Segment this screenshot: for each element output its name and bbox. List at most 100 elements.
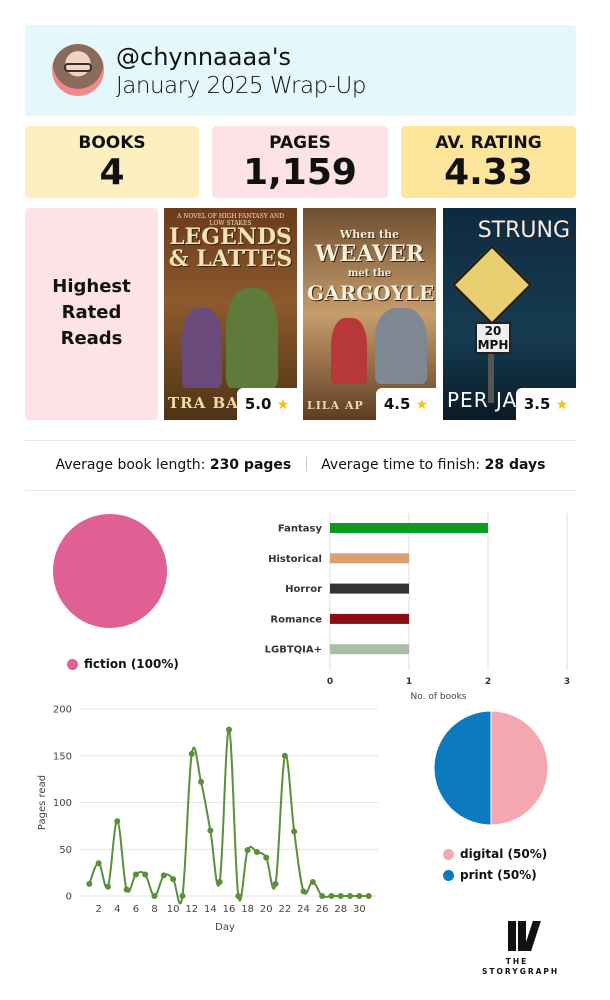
x-tick-label: 2 bbox=[485, 677, 491, 687]
pie-slice bbox=[53, 514, 167, 628]
x-axis-label: No. of books bbox=[411, 692, 467, 702]
book-rating-badge: 4.5 ★ bbox=[376, 388, 436, 420]
y-axis-label: Pages read bbox=[37, 775, 48, 830]
data-point bbox=[337, 893, 344, 899]
x-tick-label: 2 bbox=[95, 904, 101, 915]
data-point bbox=[179, 893, 186, 899]
highest-rated-line: Highest bbox=[52, 276, 131, 297]
cover-speed-sign: 20 MPH bbox=[475, 322, 511, 354]
genre-bar-chart: 0 1 2 3 No. of books Fantasy Historical Horror R… bbox=[265, 513, 570, 702]
book-cover-3[interactable]: STRUNG 20 MPH PER JACO 3.5 ★ bbox=[443, 208, 576, 420]
highest-rated-line: Rated bbox=[61, 302, 122, 323]
storygraph-logo-mark bbox=[482, 919, 552, 953]
data-point bbox=[300, 888, 307, 895]
fiction-pie-chart bbox=[53, 514, 167, 628]
book-cover-1-tagline: A NOVEL OF HIGH FANTASY AND LOW STAKES bbox=[176, 213, 285, 227]
data-point bbox=[356, 893, 363, 899]
data-point bbox=[253, 849, 260, 856]
logo-line: STORYGRAPH bbox=[482, 967, 560, 976]
data-point bbox=[132, 871, 139, 878]
bar bbox=[330, 553, 409, 564]
x-tick-label: 8 bbox=[151, 904, 157, 915]
book-cover-1[interactable]: A NOVEL OF HIGH FANTASY AND LOW STAKES L… bbox=[164, 208, 297, 420]
format-legend-digital: digital (50%) bbox=[443, 847, 547, 861]
x-tick-label: 12 bbox=[185, 904, 198, 915]
y-tick-label: 150 bbox=[53, 751, 72, 762]
x-tick-label: 30 bbox=[353, 904, 366, 915]
y-tick-label: Fantasy bbox=[278, 524, 323, 535]
book-cover-2[interactable]: When the WEAVER met the GARGOYLE LILA AP… bbox=[303, 208, 436, 420]
y-tick-label: Historical bbox=[268, 554, 322, 565]
data-point bbox=[160, 872, 167, 879]
data-point bbox=[226, 726, 232, 733]
x-tick-label: 24 bbox=[297, 904, 310, 915]
legend-label: digital (50%) bbox=[460, 847, 548, 861]
highest-rated-label: Highest Rated Reads bbox=[35, 274, 148, 352]
data-point bbox=[142, 871, 149, 878]
avatar-glasses bbox=[64, 63, 92, 72]
data-point bbox=[170, 876, 177, 883]
book-title-line: When the bbox=[339, 228, 400, 241]
cover-figure bbox=[331, 318, 367, 384]
averages-line: Average book length: 230 pages Average t… bbox=[25, 457, 576, 473]
data-point bbox=[235, 893, 242, 899]
storygraph-logo[interactable]: THE STORYGRAPH bbox=[482, 919, 560, 977]
x-tick-label: 6 bbox=[133, 904, 139, 915]
star-icon: ★ bbox=[415, 397, 429, 413]
stat-pages-value: 1,159 bbox=[243, 152, 357, 193]
book-title-line: LEGENDS bbox=[169, 224, 292, 250]
stat-books: BOOKS 4 bbox=[25, 126, 199, 198]
x-tick-label: 3 bbox=[564, 677, 570, 687]
data-point bbox=[281, 752, 288, 759]
highest-rated-line: Reads bbox=[60, 328, 123, 349]
bar bbox=[330, 644, 409, 655]
star-icon: ★ bbox=[276, 397, 290, 413]
legend-label: fiction (100%) bbox=[84, 657, 179, 671]
logo-line: THE bbox=[505, 957, 529, 966]
legend-dot bbox=[443, 848, 454, 860]
data-point bbox=[123, 886, 130, 893]
stat-rating-value: 4.33 bbox=[444, 152, 533, 193]
pie-slice bbox=[490, 710, 549, 826]
avg-time-value: 28 days bbox=[484, 457, 546, 473]
x-tick-label: 28 bbox=[334, 904, 347, 915]
book-title-line: & LATTES bbox=[168, 246, 293, 272]
username-handle: @chynnaaaa's bbox=[116, 43, 291, 71]
y-tick-label: 200 bbox=[53, 705, 72, 716]
x-tick-label: 22 bbox=[279, 904, 292, 915]
legend-label: print (50%) bbox=[460, 868, 537, 882]
format-legend-print: print (50%) bbox=[443, 868, 537, 882]
book-cover-2-title: When the WEAVER met the GARGOYLE bbox=[307, 226, 434, 304]
stat-rating-label: AV. RATING bbox=[435, 133, 542, 153]
x-tick-label: 14 bbox=[204, 904, 217, 915]
y-tick-label: Romance bbox=[270, 614, 322, 625]
fiction-legend: fiction (100%) bbox=[67, 657, 179, 671]
data-point bbox=[309, 878, 316, 885]
book-rating-value: 5.0 bbox=[244, 395, 272, 413]
data-point bbox=[291, 828, 298, 835]
stat-books-label: BOOKS bbox=[78, 133, 146, 153]
bar bbox=[330, 523, 488, 533]
book-rating-badge: 5.0 ★ bbox=[237, 388, 297, 420]
data-point bbox=[95, 860, 102, 867]
page-title: January 2025 Wrap-Up bbox=[116, 73, 366, 99]
cover-road-sign bbox=[450, 243, 534, 327]
avatar[interactable] bbox=[52, 44, 104, 96]
divider bbox=[25, 440, 576, 441]
x-tick-label: 20 bbox=[260, 904, 273, 915]
format-pie-chart bbox=[433, 710, 549, 826]
book-cover-3-title: STRUNG bbox=[477, 218, 570, 243]
data-point bbox=[86, 880, 93, 887]
data-point bbox=[151, 893, 158, 899]
book-title-line: met the bbox=[347, 268, 392, 279]
header-card: @chynnaaaa's January 2025 Wrap-Up bbox=[25, 25, 576, 116]
x-tick-label: 1 bbox=[406, 677, 412, 687]
cover-figure bbox=[182, 308, 222, 388]
x-tick-label: 0 bbox=[327, 677, 333, 687]
logo-text: THE STORYGRAPH bbox=[482, 957, 560, 977]
x-axis-label: Day bbox=[215, 922, 235, 933]
book-cover-2-author: LILA AP bbox=[307, 399, 364, 412]
book-rating-badge: 3.5 ★ bbox=[516, 388, 576, 420]
x-tick-label: 10 bbox=[167, 904, 180, 915]
